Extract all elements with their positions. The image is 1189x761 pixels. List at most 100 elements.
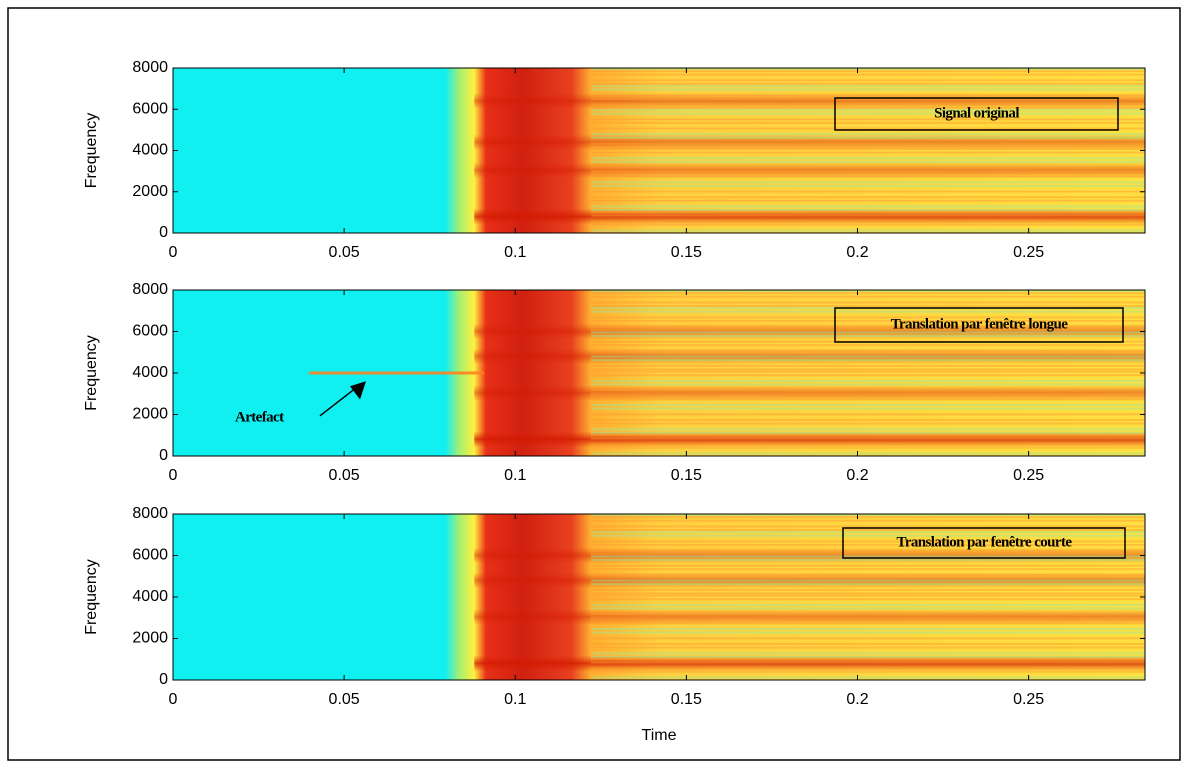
spectral-band xyxy=(474,162,1145,179)
spectral-streak xyxy=(590,594,1145,597)
spectral-streak xyxy=(590,603,1145,606)
spectral-streak xyxy=(590,112,1145,115)
spectral-streak xyxy=(590,422,1145,425)
spectral-streak xyxy=(590,616,1145,619)
spectral-band xyxy=(474,384,1145,401)
legend-label: Translation par fenêtre courte xyxy=(897,534,1073,550)
spectral-streak xyxy=(590,558,1145,561)
spectral-streak xyxy=(590,667,1145,670)
y-axis-label: Frequency xyxy=(83,559,100,635)
y-tick-label: 6000 xyxy=(132,100,168,117)
spectral-streak xyxy=(590,166,1145,169)
spectral-streak xyxy=(590,205,1145,208)
spectral-streak xyxy=(590,543,1145,546)
spectral-streak xyxy=(590,514,1145,516)
spectral-streak xyxy=(590,446,1145,449)
spectral-streak xyxy=(590,133,1145,136)
spectral-streak xyxy=(590,94,1145,97)
spectral-streak xyxy=(590,588,1145,591)
spectral-streak xyxy=(590,516,1145,519)
x-tick-label: 0.2 xyxy=(846,467,868,484)
spectral-streak xyxy=(590,657,1145,660)
y-tick-label: 2000 xyxy=(132,630,168,647)
spectral-streak xyxy=(590,364,1145,367)
x-tick-label: 0.2 xyxy=(846,244,868,261)
spectral-streak xyxy=(590,379,1145,382)
y-tick-label: 6000 xyxy=(132,323,168,340)
spectral-streak xyxy=(590,631,1145,634)
x-tick-label: 0.15 xyxy=(671,691,702,708)
spectral-band xyxy=(474,348,1145,365)
spectral-streak xyxy=(590,145,1145,148)
spectral-band xyxy=(474,608,1145,625)
spectral-streak xyxy=(590,121,1145,124)
spectral-streak xyxy=(590,394,1145,397)
y-tick-label: 0 xyxy=(159,447,168,464)
spectral-streak xyxy=(590,68,1145,70)
spectral-band xyxy=(474,655,1145,672)
spectral-streak xyxy=(590,607,1145,610)
spectral-streak xyxy=(590,404,1145,407)
spectral-streak xyxy=(590,190,1145,193)
x-tick-label: 0.05 xyxy=(329,244,360,261)
spectral-streak xyxy=(590,344,1145,347)
spectral-streak xyxy=(590,398,1145,401)
spectral-streak xyxy=(590,407,1145,410)
spectral-streak xyxy=(590,208,1145,211)
spectral-streak xyxy=(590,413,1145,416)
spectral-streak xyxy=(590,628,1145,631)
y-tick-label: 4000 xyxy=(132,364,168,381)
spectral-streak xyxy=(590,392,1145,395)
spectral-band xyxy=(474,134,1145,151)
spectral-streak xyxy=(590,622,1145,625)
spectral-streak xyxy=(590,637,1145,640)
artefact-line xyxy=(309,371,485,375)
y-tick-label: 8000 xyxy=(132,281,168,298)
spectral-streak xyxy=(590,553,1145,556)
spectral-streak xyxy=(590,160,1145,163)
spectral-band xyxy=(474,547,1145,564)
spectral-streak xyxy=(590,310,1145,313)
spectral-streak xyxy=(590,564,1145,567)
spectral-streak xyxy=(590,592,1145,595)
spectral-streak xyxy=(590,579,1145,582)
spectral-band xyxy=(474,323,1145,340)
spectral-streak xyxy=(590,88,1145,91)
spectral-streak xyxy=(590,196,1145,199)
spectral-band xyxy=(474,208,1145,225)
spectral-streak xyxy=(590,136,1145,139)
spectral-streak xyxy=(590,127,1145,130)
spectral-streak xyxy=(590,103,1145,106)
x-tick-label: 0.15 xyxy=(671,467,702,484)
spectral-streak xyxy=(590,73,1145,76)
x-tick-label: 0.25 xyxy=(1013,244,1044,261)
spectral-streak xyxy=(590,304,1145,307)
spectral-streak xyxy=(590,670,1145,673)
spectral-streak xyxy=(590,220,1145,223)
spectral-streak xyxy=(590,642,1145,645)
spectral-streak xyxy=(590,359,1145,362)
x-tick-label: 0.1 xyxy=(504,244,526,261)
spectral-streak xyxy=(590,169,1145,172)
spectral-streak xyxy=(590,661,1145,664)
arrow-head xyxy=(350,381,366,400)
spectral-streak xyxy=(590,540,1145,543)
spectral-streak xyxy=(590,184,1145,187)
y-tick-label: 0 xyxy=(159,671,168,688)
spectral-streak xyxy=(590,229,1145,232)
spectral-streak xyxy=(590,172,1145,175)
spectral-streak xyxy=(590,652,1145,655)
spectral-streak xyxy=(590,175,1145,178)
legend-box xyxy=(834,97,1119,131)
spectral-streak xyxy=(590,431,1145,434)
spectral-streak xyxy=(590,389,1145,392)
spectral-streak xyxy=(590,70,1145,73)
spectral-streak xyxy=(590,418,1145,421)
spectral-streak xyxy=(590,676,1145,679)
spectral-streak xyxy=(590,151,1145,154)
spectral-streak xyxy=(590,118,1145,121)
spectral-streak xyxy=(590,331,1145,334)
spectral-streak xyxy=(590,85,1145,88)
spectral-streak xyxy=(590,148,1145,151)
spectral-streak xyxy=(590,368,1145,371)
